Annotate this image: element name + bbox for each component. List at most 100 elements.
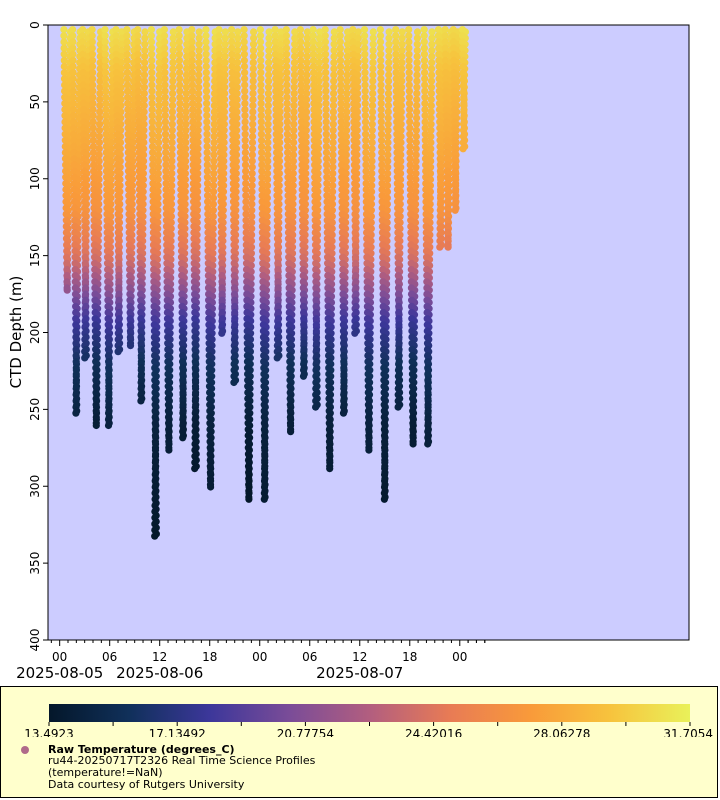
data-point bbox=[101, 38, 109, 46]
data-point bbox=[168, 163, 176, 171]
data-point bbox=[368, 126, 376, 134]
data-point bbox=[309, 32, 317, 40]
data-point bbox=[282, 32, 290, 40]
data-point bbox=[362, 185, 370, 194]
data-point bbox=[428, 46, 436, 55]
data-point bbox=[167, 200, 176, 208]
data-point bbox=[240, 56, 248, 64]
data-point bbox=[194, 145, 202, 153]
data-point bbox=[361, 32, 369, 40]
data-point bbox=[258, 173, 266, 181]
legend-constraint: (temperature!=NaN) bbox=[48, 766, 163, 779]
data-point bbox=[361, 50, 369, 58]
data-point bbox=[383, 200, 391, 208]
data-point bbox=[385, 28, 393, 36]
data-point bbox=[265, 28, 273, 36]
data-point bbox=[69, 38, 77, 46]
data-point bbox=[297, 50, 305, 58]
data-point bbox=[362, 136, 370, 144]
data-point bbox=[361, 118, 370, 126]
data-point bbox=[412, 194, 420, 202]
colorbar-tick-label: 17.13492 bbox=[149, 727, 206, 737]
y-tick-label: 0 bbox=[28, 21, 42, 29]
data-point bbox=[124, 93, 132, 101]
data-point bbox=[361, 75, 369, 83]
data-point bbox=[203, 173, 211, 181]
data-point bbox=[154, 169, 162, 177]
data-point bbox=[283, 136, 292, 144]
data-point bbox=[290, 108, 298, 116]
data-point bbox=[249, 40, 258, 48]
data-point bbox=[148, 99, 156, 107]
data-point bbox=[96, 108, 104, 116]
data-point bbox=[155, 59, 163, 67]
data-point bbox=[161, 112, 169, 120]
data-point bbox=[290, 83, 298, 91]
data-point bbox=[343, 83, 351, 91]
data-point bbox=[428, 28, 436, 36]
colorbar-tick-label: 28.06278 bbox=[533, 727, 590, 737]
data-point bbox=[102, 106, 110, 114]
data-point bbox=[284, 149, 292, 157]
data-point bbox=[377, 130, 386, 138]
data-point bbox=[148, 81, 156, 89]
data-point bbox=[242, 192, 250, 200]
data-point bbox=[362, 142, 370, 151]
data-point bbox=[95, 139, 103, 147]
data-point bbox=[189, 112, 197, 120]
data-point bbox=[264, 151, 272, 159]
data-point bbox=[60, 69, 68, 77]
data-point bbox=[343, 102, 351, 110]
data-point bbox=[303, 46, 311, 55]
data-point bbox=[102, 118, 110, 126]
data-point bbox=[188, 69, 196, 77]
data-point bbox=[102, 93, 110, 101]
data-point bbox=[444, 243, 452, 251]
data-point bbox=[392, 56, 400, 64]
profile bbox=[321, 26, 338, 473]
data-point bbox=[290, 132, 298, 141]
data-point bbox=[148, 44, 156, 52]
data-point bbox=[459, 145, 467, 153]
data-point bbox=[175, 62, 184, 71]
data-point bbox=[343, 59, 351, 67]
data-point bbox=[241, 99, 249, 107]
data-point bbox=[406, 149, 414, 157]
data-point bbox=[330, 71, 338, 79]
data-point bbox=[264, 145, 272, 153]
data-point bbox=[129, 132, 137, 141]
data-point bbox=[420, 38, 428, 46]
data-point bbox=[148, 87, 156, 95]
data-point bbox=[247, 237, 256, 245]
data-point bbox=[383, 212, 391, 220]
data-point bbox=[263, 200, 271, 208]
data-point bbox=[369, 52, 377, 61]
data-point bbox=[369, 89, 377, 97]
data-point bbox=[154, 188, 162, 196]
data-point bbox=[427, 157, 435, 165]
data-point bbox=[264, 157, 272, 165]
data-point bbox=[277, 34, 285, 42]
data-point bbox=[289, 194, 297, 202]
data-point bbox=[342, 139, 350, 147]
data-point bbox=[384, 151, 392, 159]
data-point bbox=[140, 114, 148, 122]
data-point bbox=[264, 169, 272, 177]
data-point bbox=[123, 38, 131, 46]
data-point bbox=[140, 120, 148, 128]
data-point bbox=[368, 157, 376, 165]
data-point bbox=[89, 87, 97, 95]
data-point bbox=[88, 62, 97, 71]
x-tick-label: 18 bbox=[202, 650, 217, 664]
profile bbox=[282, 26, 299, 436]
data-point bbox=[230, 378, 238, 387]
data-point bbox=[257, 124, 265, 132]
data-point bbox=[188, 50, 196, 58]
data-point bbox=[257, 118, 265, 126]
data-point bbox=[377, 56, 385, 64]
data-point bbox=[290, 126, 298, 134]
data-point bbox=[175, 44, 183, 52]
data-point bbox=[330, 34, 338, 42]
y-tick-label: 200 bbox=[28, 321, 42, 344]
data-point bbox=[321, 26, 329, 34]
